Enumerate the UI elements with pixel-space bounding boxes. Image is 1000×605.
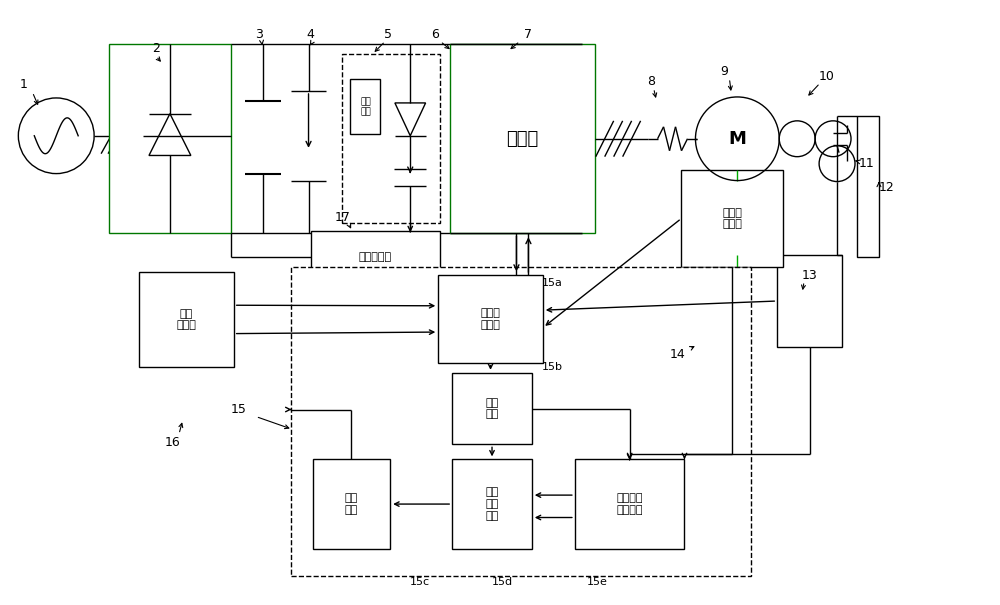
Text: 逆变器: 逆变器 xyxy=(506,129,539,148)
Bar xyxy=(450,44,595,234)
Text: 8: 8 xyxy=(648,74,656,88)
Text: 2: 2 xyxy=(152,42,160,54)
Text: 5: 5 xyxy=(384,28,392,41)
Text: 能耗控制器: 能耗控制器 xyxy=(359,252,392,262)
Bar xyxy=(109,44,231,234)
Text: 电机控
制单元: 电机控 制单元 xyxy=(481,308,500,330)
Text: 速度检
测装置: 速度检 测装置 xyxy=(722,208,742,229)
Bar xyxy=(350,79,380,134)
Text: 存储
单元: 存储 单元 xyxy=(485,397,499,419)
Bar xyxy=(342,54,440,223)
Text: 6: 6 xyxy=(431,28,439,41)
Text: 1: 1 xyxy=(19,77,27,91)
Text: 17: 17 xyxy=(335,211,350,224)
Bar xyxy=(452,373,532,444)
Text: 14: 14 xyxy=(670,348,685,361)
Text: 15a: 15a xyxy=(541,278,562,288)
Bar xyxy=(777,255,842,347)
Text: 15e: 15e xyxy=(587,577,608,587)
Bar xyxy=(311,231,440,283)
Text: M: M xyxy=(728,129,746,148)
Text: 15c: 15c xyxy=(410,577,430,587)
Text: 12: 12 xyxy=(879,181,895,194)
Bar xyxy=(857,116,879,257)
Bar xyxy=(313,459,390,549)
Text: 上位
控制器: 上位 控制器 xyxy=(176,309,196,330)
Text: 能耗
电路: 能耗 电路 xyxy=(360,97,371,117)
Text: 10: 10 xyxy=(819,70,835,82)
Bar xyxy=(452,459,532,549)
Bar xyxy=(438,275,543,363)
Text: 差值
计算
单元: 差值 计算 单元 xyxy=(485,488,499,521)
Text: 13: 13 xyxy=(801,269,817,281)
Bar xyxy=(139,272,234,367)
Text: 9: 9 xyxy=(720,65,728,77)
Text: 3: 3 xyxy=(255,28,263,41)
Bar xyxy=(681,169,783,267)
Text: 16: 16 xyxy=(165,436,181,449)
Text: 15b: 15b xyxy=(541,362,562,371)
Bar xyxy=(575,459,684,549)
Text: 转动惯量
辨识装置: 转动惯量 辨识装置 xyxy=(616,493,643,515)
Text: 15: 15 xyxy=(231,403,247,416)
Text: 7: 7 xyxy=(524,28,532,41)
Text: 4: 4 xyxy=(307,28,314,41)
Bar xyxy=(291,267,751,576)
Text: 11: 11 xyxy=(859,157,875,170)
Text: 更新
单元: 更新 单元 xyxy=(345,493,358,515)
Text: 15d: 15d xyxy=(491,577,513,587)
